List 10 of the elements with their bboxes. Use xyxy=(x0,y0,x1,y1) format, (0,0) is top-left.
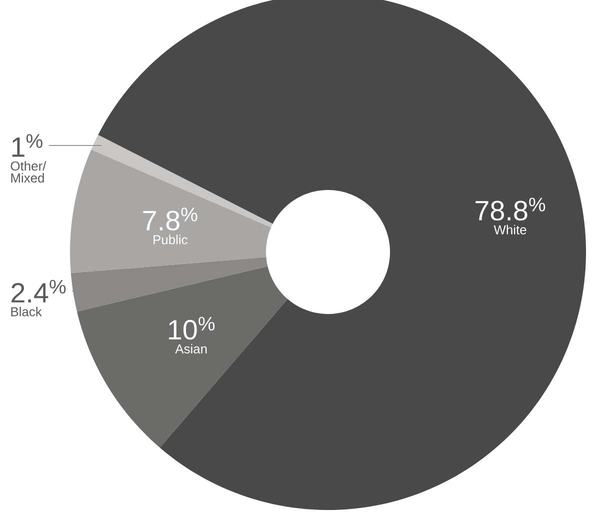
data-label: 2.4$^{%}$ xyxy=(12,280,66,302)
slice-label: Asian xyxy=(175,344,207,354)
slice-label: White xyxy=(494,224,526,234)
data-label: 7.8$^{%}$ xyxy=(143,208,198,230)
slice-label: Public xyxy=(154,234,188,244)
data-label: 1$^{%}$ xyxy=(12,134,42,157)
slice-label: Other/ Mixed xyxy=(10,161,46,183)
data-label: 78.8$^{%}$ xyxy=(476,198,546,221)
data-label: 10$^{%}$ xyxy=(169,316,215,340)
slice-label: Black xyxy=(11,306,42,316)
